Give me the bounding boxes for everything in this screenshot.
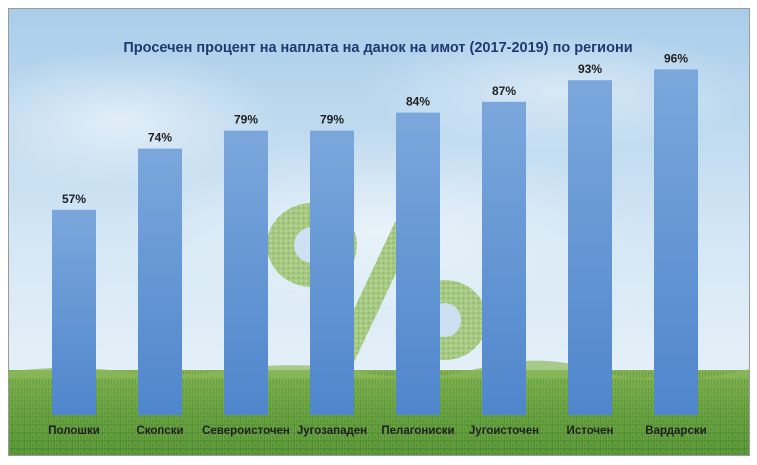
- value-label: 57%: [62, 192, 86, 206]
- grass-edge: [8, 360, 750, 381]
- chart-title: Просечен процент на наплата на данок на …: [123, 40, 632, 56]
- category-label: Источен: [567, 425, 614, 437]
- bar-3: [224, 130, 268, 415]
- bar-2: [138, 148, 182, 415]
- cloud: [0, 50, 280, 190]
- value-label: 79%: [320, 113, 344, 127]
- value-label: 96%: [664, 51, 688, 65]
- grass-texture: [8, 370, 750, 456]
- category-label: Вардарски: [645, 425, 706, 437]
- value-labels-group: 57% 74% 79% 79% 84% 87% 93% 96%: [62, 51, 688, 205]
- category-label: Полошки: [48, 425, 100, 437]
- frame-border: [8, 8, 750, 456]
- bar-7: [568, 80, 612, 415]
- bars-group: [52, 69, 698, 416]
- category-labels-group: Полошки Скопски Североисточен Југозападен Пе…: [48, 425, 706, 437]
- value-label: 74%: [148, 131, 172, 145]
- value-label: 84%: [406, 95, 430, 109]
- category-label: Југозападен: [297, 425, 367, 437]
- value-label: 87%: [492, 84, 516, 98]
- bar-4: [310, 130, 354, 415]
- value-label: 93%: [578, 62, 602, 76]
- bar-1: [52, 209, 96, 415]
- bar-8: [654, 69, 698, 416]
- category-label: Пелагониски: [381, 425, 454, 437]
- category-label: Скопски: [136, 425, 183, 437]
- bar-5: [396, 112, 440, 415]
- value-label: 79%: [234, 113, 258, 127]
- category-label: Североисточен: [202, 425, 290, 437]
- category-label: Југоисточен: [469, 425, 539, 437]
- bar-6: [482, 101, 526, 416]
